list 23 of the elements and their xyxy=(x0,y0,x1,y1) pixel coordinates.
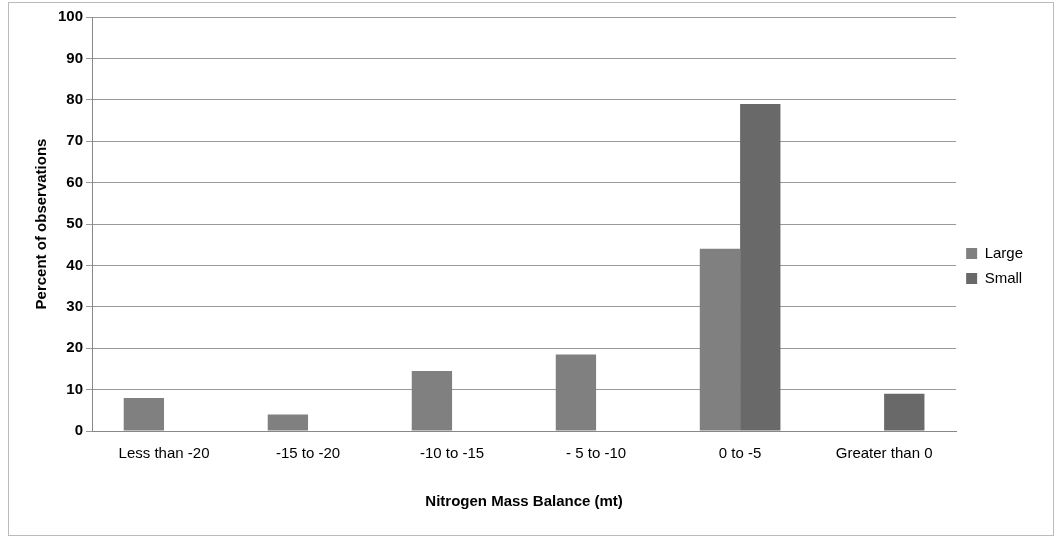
y-tick-label: 70 xyxy=(66,131,84,149)
y-axis-title: Percent of observations xyxy=(32,138,50,310)
bar xyxy=(884,393,925,431)
bar xyxy=(740,103,781,431)
y-tick-label: 60 xyxy=(66,172,84,190)
y-tick-label: 10 xyxy=(66,379,84,397)
y-tick-label: 30 xyxy=(66,296,84,314)
legend-label: Small xyxy=(984,268,1023,286)
legend-label: Large xyxy=(984,243,1024,261)
x-tick-label: -15 to -20 xyxy=(275,444,341,462)
y-tick-label: 80 xyxy=(66,89,84,107)
y-tick-label: 20 xyxy=(66,338,84,356)
x-tick-label: -10 to -15 xyxy=(419,444,485,462)
x-axis-title: Nitrogen Mass Balance (mt) xyxy=(425,492,623,510)
y-tick-label: 0 xyxy=(74,421,84,439)
y-tick-label: 90 xyxy=(66,48,84,66)
y-tick-label: 50 xyxy=(66,214,84,232)
y-tick-label: 40 xyxy=(66,255,84,273)
x-tick-label: Less than -20 xyxy=(118,444,210,462)
x-tick-label: Greater than 0 xyxy=(835,444,933,462)
y-tick-label: 100 xyxy=(58,7,84,25)
x-tick-label: - 5 to -10 xyxy=(566,444,627,462)
x-tick-label: 0 to -5 xyxy=(718,444,762,462)
